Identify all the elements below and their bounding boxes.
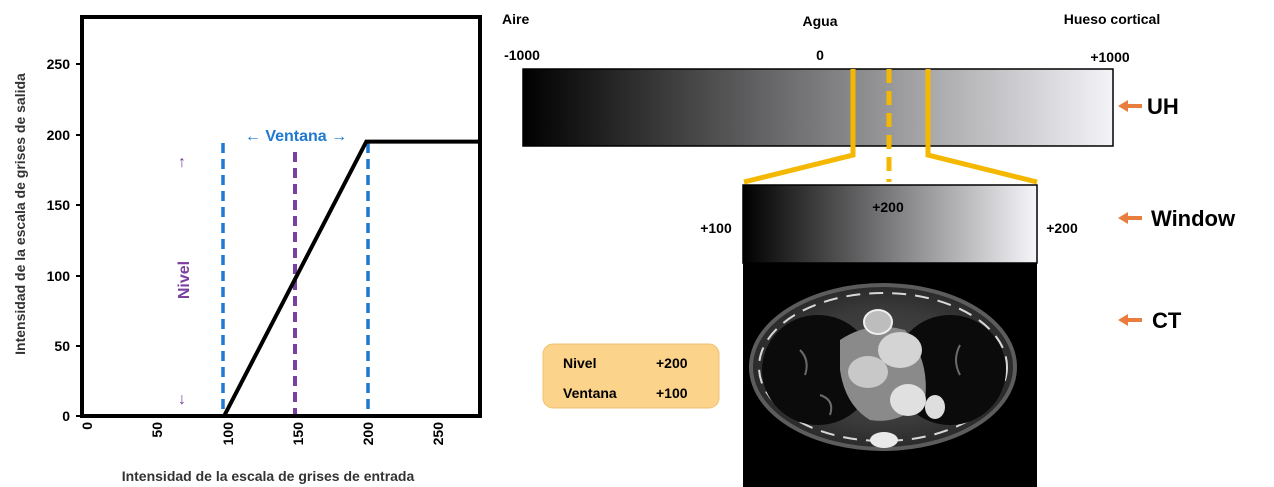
bone-label: Hueso cortical	[1064, 11, 1160, 27]
up-arrow-icon: ↑	[178, 154, 186, 171]
nivel-label: Nivel	[176, 261, 193, 299]
transfer-curve	[82, 139, 480, 418]
x-tick-label: 100	[220, 422, 236, 446]
hu-gradient-bar	[522, 68, 1114, 147]
y-axis-label: Intensidad de la escala de grises de sal…	[12, 73, 28, 355]
hu-scale-diagram: Aire Agua Hueso cortical -1000 0 +1000 U…	[502, 11, 1236, 487]
y-tick-label: 150	[47, 197, 71, 213]
y-tick-label: 200	[47, 127, 71, 143]
window-arrow-icon	[1118, 212, 1142, 224]
x-ticks: 0 50 100 150 200 250	[79, 422, 446, 446]
x-tick-label: 250	[430, 422, 446, 446]
info-nivel-value: +200	[656, 355, 688, 371]
scale-max-value: +1000	[1090, 49, 1130, 65]
info-ventana-value: +100	[656, 385, 688, 401]
ct-arrow-icon	[1118, 314, 1142, 326]
x-tick-label: 200	[360, 422, 376, 446]
down-arrow-icon: ↓	[178, 391, 186, 408]
y-tick-label: 100	[47, 268, 71, 284]
window-left-marker	[743, 69, 856, 185]
uh-arrow-icon	[1118, 100, 1142, 112]
window-label: Window	[1151, 206, 1236, 231]
scale-mid-value: 0	[816, 47, 824, 63]
window-left-value: +100	[700, 220, 732, 236]
y-tick-label: 0	[62, 408, 70, 424]
window-right-marker	[925, 69, 1038, 185]
y-tick-label: 250	[47, 56, 71, 72]
scale-min-value: -1000	[504, 47, 540, 63]
water-label: Agua	[803, 13, 838, 29]
x-tick-label: 0	[79, 422, 95, 430]
x-tick-label: 150	[290, 422, 306, 446]
air-label: Aire	[502, 11, 529, 27]
chart-frame	[80, 15, 482, 418]
ventana-label: ← Ventana →	[245, 128, 347, 145]
window-gradient-bar	[742, 184, 1038, 264]
window-center-value: +200	[872, 199, 904, 215]
info-nivel-label: Nivel	[563, 355, 596, 371]
info-ventana-label: Ventana	[563, 385, 617, 401]
y-tick-label: 50	[54, 338, 70, 354]
y-ticks: 0 50 100 150 200 250	[47, 56, 82, 424]
uh-label: UH	[1147, 94, 1179, 119]
info-box	[542, 343, 720, 409]
window-right-value: +200	[1046, 220, 1078, 236]
window-level-chart: Intensidad de la escala de grises de sal…	[12, 15, 482, 484]
x-axis-label: Intensidad de la escala de grises de ent…	[122, 468, 415, 484]
x-tick-label: 50	[149, 422, 165, 438]
ct-image	[743, 263, 1037, 487]
ct-label: CT	[1152, 308, 1182, 333]
